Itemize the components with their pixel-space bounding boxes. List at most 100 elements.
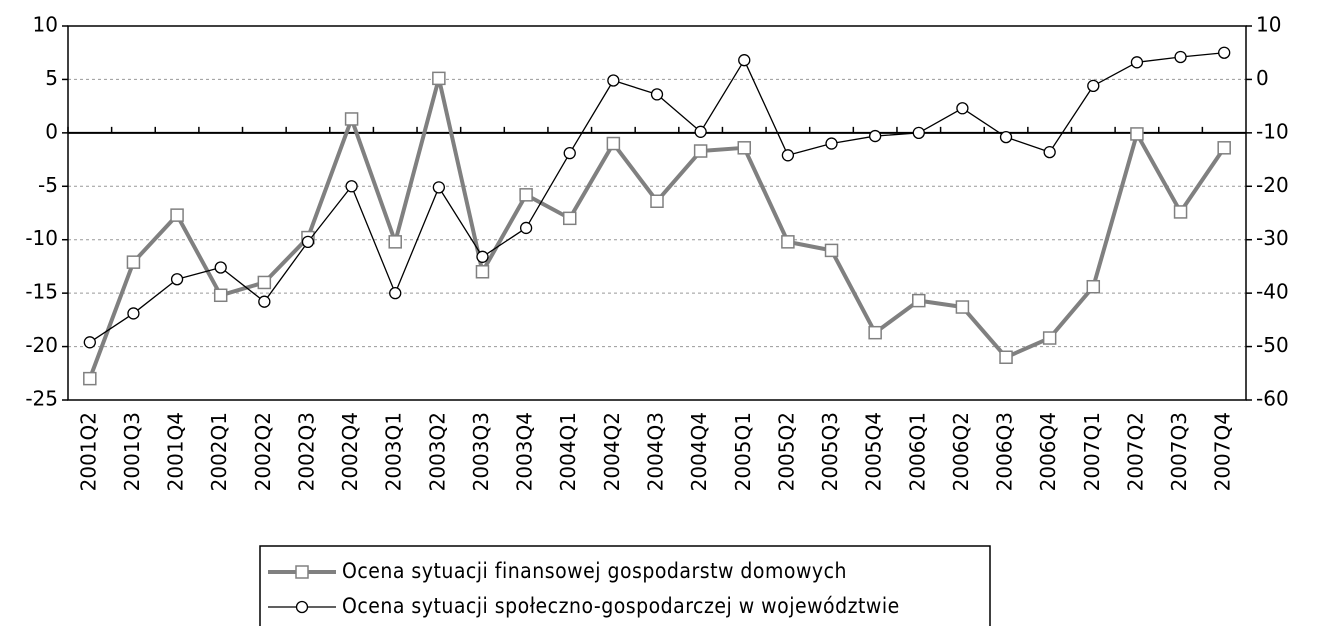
x-tick-label: 2002Q2 <box>251 412 275 491</box>
data-point <box>519 221 533 235</box>
y-tick-label: -20 <box>25 333 58 357</box>
data-point <box>562 211 577 226</box>
data-point <box>1086 279 1101 294</box>
x-tick-label: 2006Q3 <box>993 412 1017 491</box>
data-point <box>1087 79 1100 92</box>
x-tick-label: 2005Q3 <box>818 412 842 491</box>
y-tick-label: 10 <box>33 13 58 37</box>
x-tick-label: 2003Q4 <box>513 412 537 491</box>
data-point <box>955 300 970 314</box>
data-point <box>301 235 315 249</box>
data-point <box>1173 205 1188 219</box>
data-point <box>1043 145 1056 159</box>
data-point <box>694 125 707 138</box>
data-point <box>519 188 533 202</box>
x-tick-label: 2004Q3 <box>644 412 668 491</box>
x-tick-label: 2001Q3 <box>120 412 144 491</box>
data-point <box>999 350 1013 365</box>
plot-frame <box>67 25 1247 401</box>
y-tick-label: -15 <box>25 280 58 304</box>
x-tick-label: 2007Q3 <box>1167 412 1191 491</box>
x-tick-label: 2003Q1 <box>382 412 406 491</box>
x-tick-label: 2006Q4 <box>1036 412 1060 491</box>
x-tick-label: 2006Q2 <box>949 412 973 491</box>
data-point <box>956 102 969 115</box>
data-point <box>1217 141 1231 155</box>
data-point <box>1130 56 1144 69</box>
x-tick-label: 2007Q1 <box>1080 412 1104 491</box>
data-point <box>868 129 882 143</box>
data-point <box>912 126 925 140</box>
x-tick-label: 2004Q1 <box>556 412 580 491</box>
data-point <box>475 265 490 279</box>
data-point <box>83 336 96 349</box>
data-point <box>999 130 1013 144</box>
data-point <box>824 243 839 258</box>
y2-tick-label: -10 <box>1256 119 1289 143</box>
x-tick-label: 2001Q2 <box>76 412 100 491</box>
data-point <box>213 288 228 303</box>
data-point <box>650 194 664 208</box>
data-point <box>912 293 926 308</box>
y2-tick-label: -20 <box>1256 173 1289 197</box>
data-point <box>693 144 708 158</box>
data-point <box>345 180 358 193</box>
data-point <box>389 286 402 300</box>
data-point <box>258 295 271 308</box>
data-point <box>1130 127 1144 141</box>
data-point <box>83 371 97 386</box>
legend-marker <box>295 565 309 579</box>
y-tick-label: 0 <box>45 119 58 143</box>
data-point <box>781 149 795 162</box>
data-point <box>126 255 141 269</box>
data-point <box>388 235 402 249</box>
data-point <box>127 307 140 320</box>
y2-tick-label: 10 <box>1256 13 1281 37</box>
y2-tick-label: -40 <box>1256 280 1289 304</box>
x-tick-label: 2005Q1 <box>731 412 755 491</box>
data-point <box>432 181 446 194</box>
y2-tick-label: -30 <box>1256 226 1289 250</box>
x-tick-label: 2002Q4 <box>338 412 362 491</box>
data-point <box>738 54 751 67</box>
data-point <box>868 325 882 340</box>
data-point <box>781 235 795 249</box>
y-tick-label: -10 <box>25 226 58 250</box>
y-tick-label: 5 <box>45 66 58 90</box>
data-point <box>650 88 664 101</box>
legend-marker <box>295 600 309 614</box>
x-tick-label: 2002Q1 <box>207 412 231 491</box>
x-tick-label: 2007Q2 <box>1123 412 1147 491</box>
x-tick-label: 2002Q3 <box>294 412 318 491</box>
data-point <box>214 261 227 274</box>
data-point <box>1218 46 1231 59</box>
data-point <box>476 250 489 263</box>
x-tick-label: 2004Q4 <box>687 412 711 491</box>
x-tick-label: 2004Q2 <box>600 412 624 491</box>
x-tick-label: 2001Q4 <box>164 412 188 491</box>
x-tick-label: 2006Q1 <box>905 412 929 491</box>
legend-box <box>259 545 991 626</box>
data-point <box>825 137 838 150</box>
y2-tick-label: -50 <box>1256 333 1289 357</box>
legend-text: Ocena sytuacji finansowej gospodarstw do… <box>342 559 847 583</box>
data-point <box>607 74 620 87</box>
data-point <box>1042 331 1057 345</box>
data-point <box>344 112 359 126</box>
data-point <box>257 275 272 290</box>
data-point <box>432 71 446 86</box>
x-tick-label: 2003Q2 <box>425 412 449 491</box>
data-point <box>737 141 752 155</box>
y-tick-label: -5 <box>38 173 58 197</box>
data-point <box>606 136 621 151</box>
data-point <box>1174 50 1187 64</box>
data-point <box>170 208 184 222</box>
y-tick-label: -25 <box>25 387 58 411</box>
legend-text: Ocena sytuacji społeczno-gospodarczej w … <box>342 594 900 618</box>
data-point <box>563 147 576 160</box>
y2-tick-label: -60 <box>1256 387 1289 411</box>
data-point <box>170 273 184 286</box>
x-tick-label: 2005Q4 <box>862 412 886 491</box>
x-tick-label: 2007Q4 <box>1211 412 1235 491</box>
